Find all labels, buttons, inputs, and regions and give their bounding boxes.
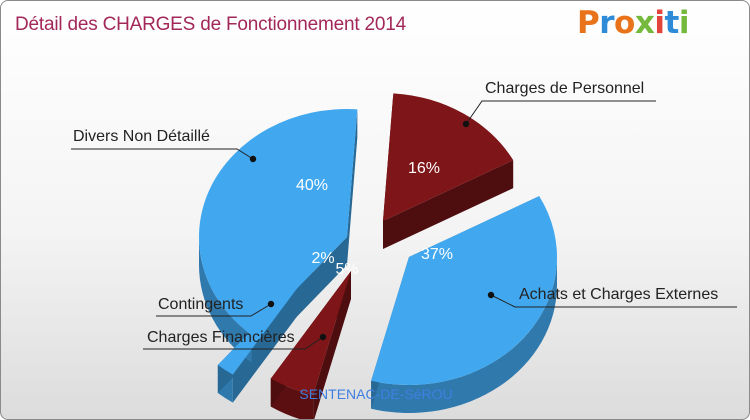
- pie-percent-label: 40%: [296, 177, 328, 194]
- pie-category-label: Charges Financières: [147, 329, 295, 346]
- pie-percent-label: 2%: [311, 250, 334, 267]
- chart-title: Détail des CHARGES de Fonctionnement 201…: [15, 14, 407, 35]
- pie-category-label: Contingents: [158, 296, 243, 313]
- proxiti-logo: Proxiti: [577, 5, 689, 41]
- leader-arrow: [462, 120, 470, 128]
- pie-percent-label: 37%: [421, 246, 453, 263]
- pie-slice: [199, 108, 358, 336]
- logo-letter: x: [634, 5, 655, 41]
- pie-percent-label: 5%: [335, 261, 358, 278]
- leader-line: [156, 303, 272, 317]
- pie-category-label: Divers Non Détaillé: [73, 128, 210, 145]
- logo-letter: r: [599, 5, 615, 41]
- leader-line: [71, 148, 254, 160]
- logo-letter: t: [664, 5, 679, 41]
- pie-slice-wall: [347, 109, 358, 265]
- leader-arrow: [249, 155, 257, 163]
- logo-letter: i: [678, 5, 690, 41]
- pie-slice: [371, 196, 557, 386]
- pie-category-label: Charges de Personnel: [485, 80, 644, 97]
- pie-category-label: Achats et Charges Externes: [519, 286, 718, 303]
- commune-name: SENTENAC-DE-SéROU: [299, 386, 453, 402]
- pie-percent-label: 16%: [408, 160, 440, 177]
- pie-slice-wall: [251, 237, 347, 364]
- leader-arrow: [319, 333, 327, 341]
- leader-arrow: [487, 291, 495, 299]
- logo-letter: i: [654, 5, 665, 41]
- leader-line: [490, 294, 737, 308]
- pie-slice-wall: [383, 160, 514, 249]
- pie-slice-side: [371, 257, 558, 413]
- leader-arrow: [267, 300, 275, 308]
- logo-letter: P: [577, 5, 600, 41]
- pie-slice: [383, 93, 514, 221]
- logo-letter: o: [614, 5, 635, 41]
- leader-line: [465, 100, 656, 125]
- pie-slice-side: [199, 237, 252, 364]
- leader-line: [143, 336, 324, 350]
- pie-slice: [270, 271, 351, 395]
